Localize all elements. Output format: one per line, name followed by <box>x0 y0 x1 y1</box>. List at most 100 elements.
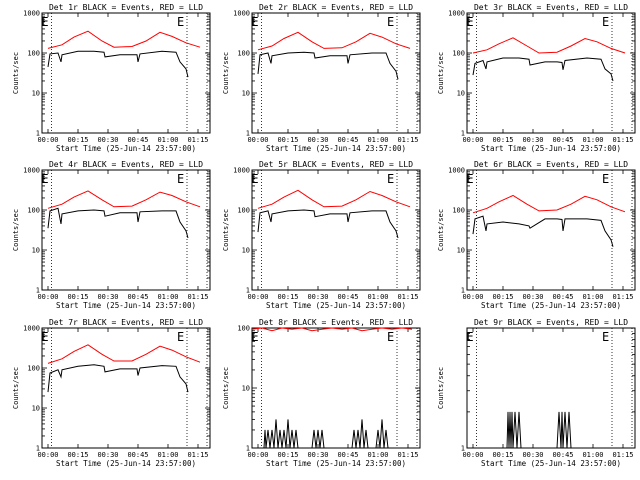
event-marker-label: E <box>177 15 184 29</box>
event-marker-label: E <box>251 172 258 186</box>
x-tick-label: 00:45 <box>552 136 573 144</box>
event-marker-label: E <box>387 172 394 186</box>
lld-series-line <box>251 327 413 332</box>
y-tick-label: 10 <box>242 90 250 98</box>
y-tick-label: 1 <box>461 287 465 295</box>
lld-series-line <box>257 31 411 51</box>
x-tick-label: 01:00 <box>157 293 178 301</box>
y-tick-label: 1 <box>461 445 465 453</box>
y-tick-label: 1 <box>461 130 465 138</box>
y-tick-label: 100 <box>27 365 40 373</box>
y-tick-label: 100 <box>237 50 250 58</box>
x-tick-label: 00:30 <box>307 293 328 301</box>
x-tick-label: 01:00 <box>157 451 178 459</box>
x-tick-label: 01:00 <box>367 451 388 459</box>
plot-frame <box>41 327 211 449</box>
x-tick-label: 00:45 <box>337 293 358 301</box>
lld-series-line <box>47 344 201 364</box>
x-tick-label: 00:45 <box>552 451 573 459</box>
y-tick-label: 1000 <box>23 167 40 175</box>
x-tick-label: 00:15 <box>277 136 298 144</box>
y-tick-label: 1000 <box>23 10 40 18</box>
y-tick-label: 10 <box>32 247 40 255</box>
plot-frame <box>251 12 421 134</box>
plot-frame <box>41 12 211 134</box>
event-marker-label: E <box>602 15 609 29</box>
y-tick-label: 1000 <box>233 10 250 18</box>
x-tick-label: 00:00 <box>37 136 58 144</box>
y-axis-label: Counts/sec <box>222 52 230 94</box>
x-tick-label: 01:15 <box>187 136 208 144</box>
y-tick-label: 100 <box>27 50 40 58</box>
x-tick-label: 01:00 <box>582 293 603 301</box>
lld-series-line <box>47 30 201 49</box>
x-tick-label: 00:00 <box>37 293 58 301</box>
y-tick-label: 1 <box>36 445 40 453</box>
x-tick-label: 00:30 <box>97 293 118 301</box>
event-marker-label: E <box>177 330 184 344</box>
x-tick-label: 01:15 <box>612 293 633 301</box>
y-tick-label: 10 <box>242 247 250 255</box>
event-marker-label: E <box>251 330 258 344</box>
y-axis-label: Counts/sec <box>12 209 20 251</box>
y-tick-label: 1 <box>246 130 250 138</box>
panel-title: Det 4r BLACK = Events, RED = LLD <box>49 160 203 169</box>
x-axis-label: Start Time (25-Jun-14 23:57:00) <box>266 144 406 153</box>
y-tick-label: 1000 <box>448 10 465 18</box>
x-tick-label: 01:15 <box>187 293 208 301</box>
x-tick-label: 00:15 <box>492 451 513 459</box>
panel-title: Det 9r BLACK = Events, RED = LLD <box>474 318 628 327</box>
x-axis-label: Start Time (25-Jun-14 23:57:00) <box>56 144 196 153</box>
y-tick-label: 100 <box>237 207 250 215</box>
x-tick-label: 01:00 <box>582 136 603 144</box>
x-tick-label: 00:15 <box>277 451 298 459</box>
x-tick-label: 01:15 <box>397 451 418 459</box>
panel-title: Det 2r BLACK = Events, RED = LLD <box>259 3 413 12</box>
event-marker-label: E <box>602 330 609 344</box>
event-marker-label: E <box>41 172 48 186</box>
x-axis-label: Start Time (25-Jun-14 23:57:00) <box>56 301 196 310</box>
panel-title: Det 8r BLACK = Events, RED = LLD <box>259 318 413 327</box>
x-tick-label: 00:30 <box>307 136 328 144</box>
x-tick-label: 00:15 <box>67 451 88 459</box>
events-series-line <box>472 215 614 247</box>
event-marker-label: E <box>466 330 473 344</box>
x-tick-label: 01:15 <box>397 136 418 144</box>
events-series-line <box>47 364 189 393</box>
x-tick-label: 00:00 <box>37 451 58 459</box>
lld-series-line <box>472 37 626 54</box>
detector-panel-5: Det 5r BLACK = Events, RED = LLD 1 10 100 10… <box>222 160 421 310</box>
event-marker-label: E <box>387 330 394 344</box>
x-tick-label: 01:15 <box>612 451 633 459</box>
detector-panel-6: Det 6r BLACK = Events, RED = LLD 1 10 100 10… <box>437 160 636 310</box>
panel-title: Det 3r BLACK = Events, RED = LLD <box>474 3 628 12</box>
y-tick-label: 1000 <box>233 167 250 175</box>
y-axis-label: Counts/sec <box>222 367 230 409</box>
events-series-line <box>263 419 389 449</box>
x-tick-label: 00:45 <box>337 136 358 144</box>
events-series-line <box>472 57 614 82</box>
panel-title: Det 5r BLACK = Events, RED = LLD <box>259 160 413 169</box>
panel-title: Det 1r BLACK = Events, RED = LLD <box>49 3 203 12</box>
x-tick-label: 01:00 <box>582 451 603 459</box>
y-tick-label: 1 <box>36 130 40 138</box>
x-tick-label: 00:00 <box>462 293 483 301</box>
events-series-line <box>506 411 572 449</box>
y-axis-label: Counts/sec <box>12 52 20 94</box>
detector-panel-2: Det 2r BLACK = Events, RED = LLD 1 10 100 10… <box>222 3 421 153</box>
x-axis-label: Start Time (25-Jun-14 23:57:00) <box>481 459 621 468</box>
x-axis-label: Start Time (25-Jun-14 23:57:00) <box>266 459 406 468</box>
x-tick-label: 00:15 <box>67 293 88 301</box>
y-tick-label: 10 <box>457 90 465 98</box>
y-tick-label: 1000 <box>448 167 465 175</box>
event-marker-label: E <box>387 15 394 29</box>
event-marker-label: E <box>466 15 473 29</box>
events-series-line <box>257 209 399 239</box>
y-tick-label: 1 <box>36 287 40 295</box>
y-tick-label: 10 <box>242 385 250 393</box>
plot-frame <box>251 169 421 291</box>
plot-frame <box>41 169 211 291</box>
x-tick-label: 00:00 <box>462 451 483 459</box>
events-series-line <box>47 50 189 78</box>
y-tick-label: 100 <box>452 50 465 58</box>
